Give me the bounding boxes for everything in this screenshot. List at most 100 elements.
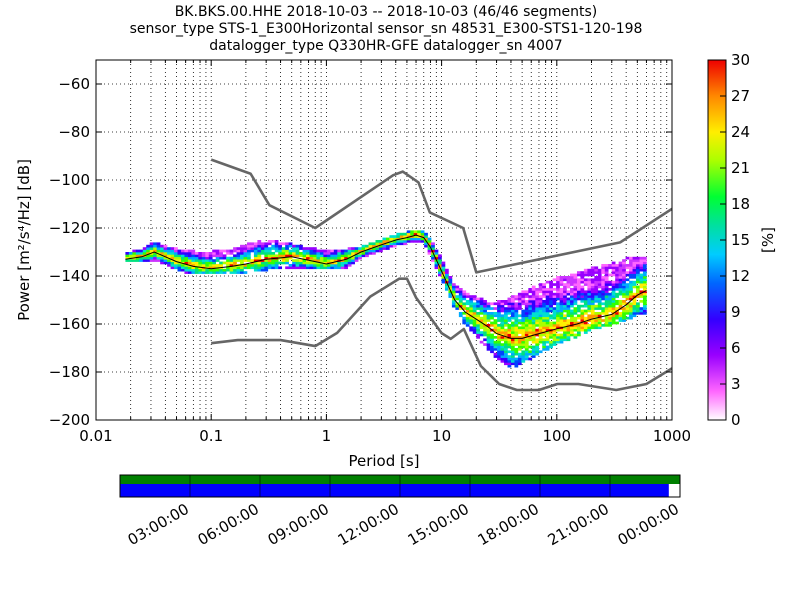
heatmap-cell [441,268,446,272]
heatmap-cell [622,285,626,289]
heatmap-cell [552,321,557,325]
heatmap-cell [174,247,178,250]
heatmap-cell [427,240,432,243]
heatmap-cell [590,312,595,315]
heatmap-cell [594,326,599,330]
heatmap-cell [469,328,474,332]
heatmap-cell [552,309,557,313]
heatmap-cell [438,271,442,274]
heatmap-cell [629,314,633,318]
heatmap-cell [524,307,529,310]
heatmap-cell [622,278,626,282]
heatmap-cell [264,259,269,262]
heatmap-cell [590,321,595,325]
heatmap-cell [490,302,494,306]
heatmap-cell [573,309,578,313]
heatmap-cell [629,292,633,296]
heatmap-cell [246,259,251,262]
heatmap-cell [358,254,362,258]
heatmap-cell [590,304,595,308]
heatmap-cell [576,290,581,294]
heatmap-cell [510,295,515,298]
heatmap-cell [517,336,522,339]
heatmap-cell [187,254,192,258]
heatmap-cell [486,316,491,320]
heatmap-cell [295,259,300,262]
heatmap-cell [545,314,550,318]
heatmap-cell [483,343,487,346]
heatmap-cell [167,264,171,267]
heatmap-cell [570,316,574,320]
heatmap-cell [510,314,515,318]
heatmap-cell [139,252,144,255]
heatmap-cell [344,249,349,253]
heatmap-cell [570,319,574,322]
heatmap-cell [549,316,553,320]
heatmap-cell [611,280,616,284]
heatmap-cell [604,302,609,306]
heatmap-cell [476,324,481,327]
heatmap-cell [448,280,453,284]
heatmap-cell [438,254,442,258]
heatmap-cell [295,244,300,248]
heatmap-cell [219,256,223,260]
heatmap-cell [538,336,543,339]
heatmap-cell [427,237,432,241]
heatmap-cell [128,259,133,262]
heatmap-cell [438,273,442,277]
heatmap-cell [469,300,474,303]
heatmap-cell [406,230,411,234]
heatmap-cell [271,259,276,262]
heatmap-cell [490,312,494,315]
heatmap-cell [632,271,637,274]
heatmap-cell [264,244,269,248]
heatmap-cell [389,242,394,246]
heatmap-cell [219,252,223,255]
x-tick-label: 1 [322,427,332,445]
heatmap-cell [486,345,491,349]
heatmap-cell [444,268,449,272]
heatmap-cell [521,340,526,344]
heatmap-cell [524,350,529,354]
heatmap-cell [517,345,522,349]
heatmap-cell [587,280,592,284]
heatmap-cell [281,247,286,250]
heatmap-cell [549,331,553,334]
heatmap-cell [576,333,581,337]
heatmap-cell [340,264,345,267]
heatmap-cell [243,264,248,267]
heatmap-cell [479,326,484,330]
heatmap-cell [583,328,588,332]
heatmap-cell [618,304,623,308]
heatmap-cell [642,307,647,310]
heatmap-cell [608,304,613,308]
heatmap-cell [580,324,585,327]
heatmap-cell [177,256,182,260]
heatmap-cell [597,283,602,286]
heatmap-cell [469,319,474,322]
heatmap-cell [618,278,623,282]
heatmap-cell [361,244,366,248]
heatmap-cell [563,338,567,342]
heatmap-cell [278,261,283,265]
heatmap-cell [455,295,460,298]
heatmap-cell [573,285,578,289]
heatmap-cell [424,242,428,246]
heatmap-cell [292,266,296,270]
heatmap-cell [299,261,303,265]
heatmap-cell [302,252,307,255]
heatmap-cell [517,300,522,303]
heatmap-cell [285,242,289,246]
heatmap-cell [302,259,307,262]
heatmap-cell [570,295,574,298]
heatmap-cell [365,249,369,253]
heatmap-cell [497,314,501,318]
heatmap-cell [604,290,609,294]
heatmap-cell [451,302,456,306]
heatmap-cell [552,288,557,291]
heatmap-cell [601,283,606,286]
heatmap-cell [580,297,585,301]
heatmap-cell [191,261,196,265]
heatmap-cell [486,304,491,308]
